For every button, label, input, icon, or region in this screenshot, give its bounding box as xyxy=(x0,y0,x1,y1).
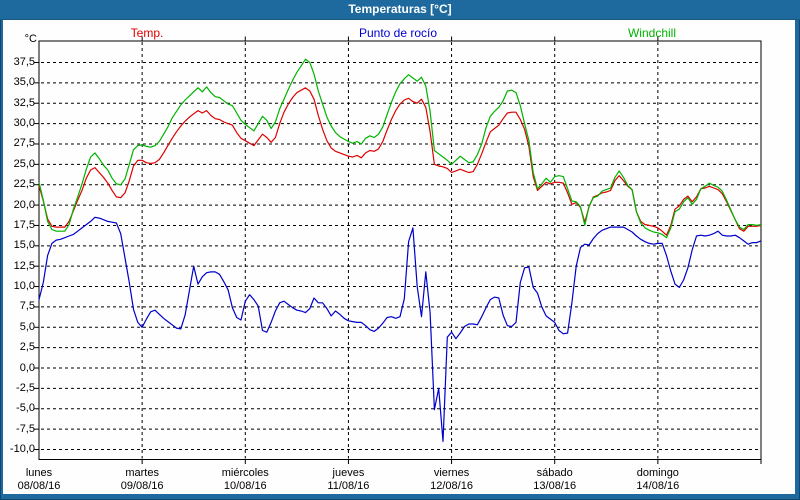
series-line-2 xyxy=(38,58,762,239)
legend-windchill: Windchill xyxy=(627,26,676,40)
window-title: Temperaturas [°C] xyxy=(348,2,452,16)
title-bar: Temperaturas [°C] xyxy=(0,0,800,20)
legend-dewpoint: Punto de rocío xyxy=(358,26,438,40)
plot-background xyxy=(3,20,795,494)
series-line-1 xyxy=(38,216,762,442)
legend-temp: Temp. xyxy=(130,26,164,40)
series-line-0 xyxy=(38,87,762,236)
plot-frame[interactable] xyxy=(38,40,762,460)
